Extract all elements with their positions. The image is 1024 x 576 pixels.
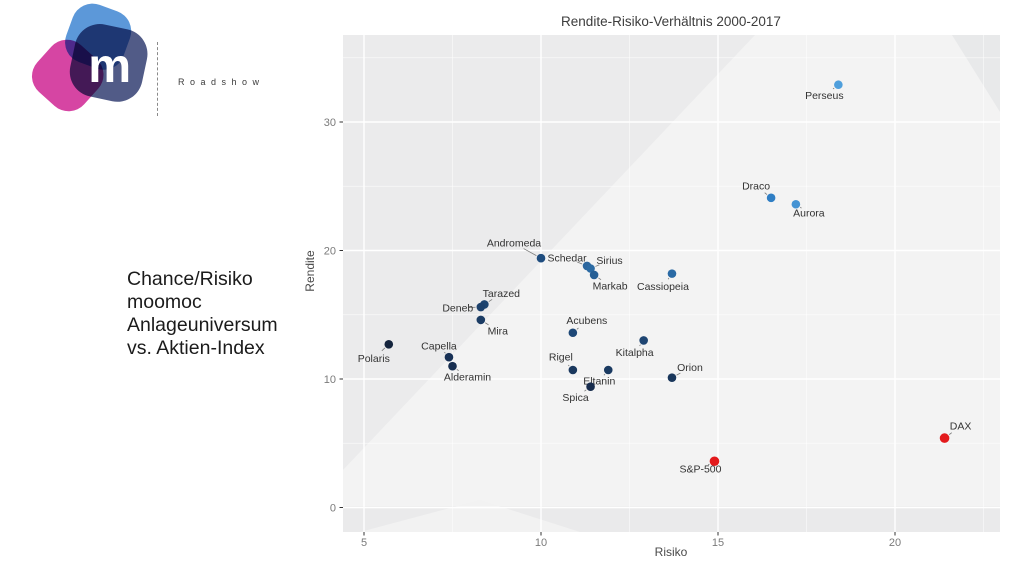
data-point-alderamin [448, 361, 457, 371]
label-leader-line [576, 327, 579, 330]
point-label: Draco [742, 180, 770, 192]
point-label: Alderamin [444, 372, 491, 384]
data-point-s-p-500 [709, 456, 720, 467]
label-leader-line [523, 248, 537, 256]
y-axis-title: Rendite [303, 250, 317, 292]
data-point-perseus [834, 80, 843, 90]
data-point-mira [476, 315, 486, 325]
label-leader-line [456, 368, 459, 371]
point-label: Polaris [358, 353, 390, 365]
data-point-orion [667, 373, 677, 383]
point-label: Acubens [566, 315, 607, 327]
caption-line-2: moomoc [127, 291, 202, 313]
caption-line-1: Chance/Risiko [127, 268, 253, 290]
label-leader-line [676, 372, 681, 376]
moomoc-logo-icon: m [31, 3, 148, 112]
data-point-kitalpha [639, 336, 648, 345]
point-label: Schedar [547, 252, 587, 264]
point-label: Cassiopeia [637, 281, 689, 293]
x-tick-label: 15 [712, 537, 724, 549]
y-tick-label: 30 [324, 117, 336, 129]
moomoc-logo: m [30, 2, 160, 128]
label-leader-line [948, 432, 953, 435]
point-label: Tarazed [483, 288, 521, 300]
label-leader-line [832, 87, 835, 90]
data-point-polaris [384, 340, 394, 349]
logo-letter: m [88, 39, 131, 93]
label-leader-line [485, 322, 489, 326]
data-point-andromeda [536, 253, 546, 263]
point-label: Deneb [442, 303, 473, 315]
point-label: Rigel [549, 352, 573, 364]
brand-divider-line [157, 42, 158, 116]
label-leader-line [584, 389, 587, 392]
label-leader-line [567, 364, 570, 367]
point-label: Kitalpha [616, 347, 654, 359]
data-point-capella [444, 352, 454, 362]
caption-line-3: Anlageuniversum [127, 314, 278, 336]
point-label: DAX [950, 421, 972, 433]
brand-tagline: Roadshow [178, 77, 265, 87]
label-leader-line [598, 277, 602, 281]
data-point-sirius [586, 264, 595, 273]
data-point-eltanin [603, 365, 613, 375]
logo-blob-navy [69, 24, 148, 102]
point-label: Spica [562, 392, 588, 404]
caption-line-4: vs. Aktien-Index [127, 337, 265, 359]
slide-caption: Chance/Risiko moomoc Anlageuniversum vs.… [127, 268, 278, 360]
label-leader-line [577, 261, 583, 265]
label-leader-line [764, 192, 768, 195]
data-point-markab [589, 270, 599, 280]
point-label: Mira [488, 325, 509, 337]
point-label: S&P-500 [679, 464, 721, 476]
label-leader-line [595, 264, 600, 267]
y-tick-label: 20 [324, 245, 336, 257]
label-leader-line [444, 351, 446, 354]
chart-title: Rendite-Risiko-Verhältnis 2000-2017 [561, 14, 781, 29]
point-label: Markab [593, 280, 628, 292]
data-point-draco [766, 193, 776, 203]
label-leader-line [667, 277, 670, 280]
data-point-acubens [568, 328, 578, 338]
x-axis-title: Risiko [655, 545, 688, 559]
data-point-deneb [476, 302, 486, 312]
point-label: Sirius [596, 255, 622, 267]
label-leader-line [603, 373, 606, 376]
point-label: Perseus [805, 90, 844, 102]
y-tick-label: 10 [324, 374, 336, 386]
point-label: Aurora [793, 208, 825, 220]
data-point-dax [939, 433, 950, 443]
point-label: Andromeda [487, 238, 541, 250]
x-tick-label: 20 [889, 537, 901, 549]
label-leader-line [639, 344, 641, 347]
point-label: Capella [421, 341, 457, 353]
point-label: Orion [677, 362, 703, 374]
label-leader-line [707, 463, 710, 466]
label-leader-line [800, 206, 802, 209]
data-point-spica [586, 382, 595, 392]
data-point-aurora [791, 199, 801, 209]
x-tick-label: 5 [361, 537, 367, 549]
data-point-rigel [568, 365, 578, 375]
label-leader-line [381, 347, 386, 352]
y-tick-label: 0 [330, 502, 336, 514]
data-point-cassiopeia [667, 269, 677, 278]
x-tick-label: 10 [535, 537, 547, 549]
label-leader-line [488, 299, 493, 302]
